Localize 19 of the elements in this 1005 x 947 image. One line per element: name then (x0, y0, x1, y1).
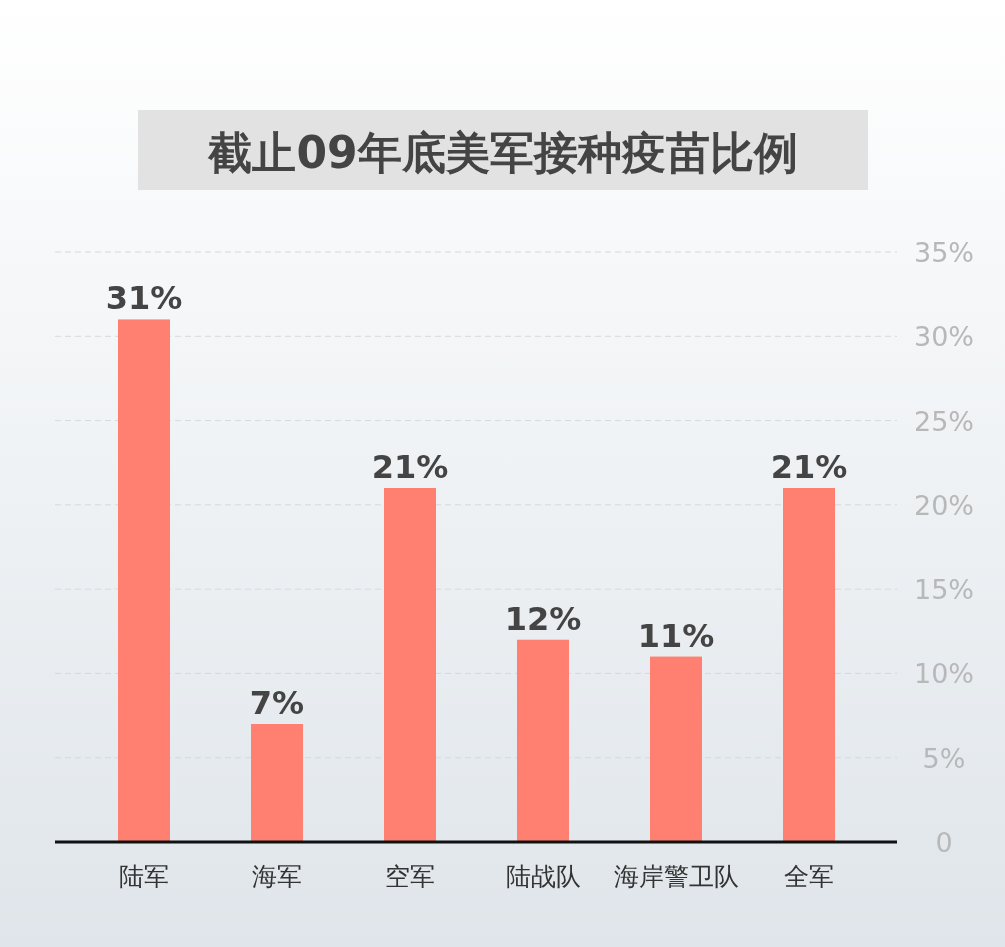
data-label: 31% (105, 279, 183, 318)
y-tick-label: 25% (913, 405, 975, 437)
y-tick-label: 20% (913, 489, 975, 521)
y-tick-label: 35% (913, 237, 975, 268)
data-label: 11% (637, 616, 715, 655)
y-tick-label: 10% (913, 658, 975, 690)
data-label: 7% (249, 684, 305, 722)
chart-title: 截止09年底美军接种疫苗比例 (207, 127, 798, 178)
y-tick-label: 30% (913, 321, 975, 353)
x-tick-label: 全军 (784, 862, 834, 891)
y-tick-label: 15% (913, 574, 975, 606)
x-tick-label: 空军 (385, 862, 435, 891)
x-tick-label: 海军 (252, 862, 302, 891)
x-tick-label: 陆战队 (505, 862, 581, 891)
data-label: 21% (371, 448, 449, 486)
data-label: 12% (504, 599, 582, 638)
data-label: 21% (770, 448, 848, 486)
x-tick-label: 陆军 (119, 862, 169, 891)
x-tick-label: 海岸警卫队 (613, 862, 739, 891)
